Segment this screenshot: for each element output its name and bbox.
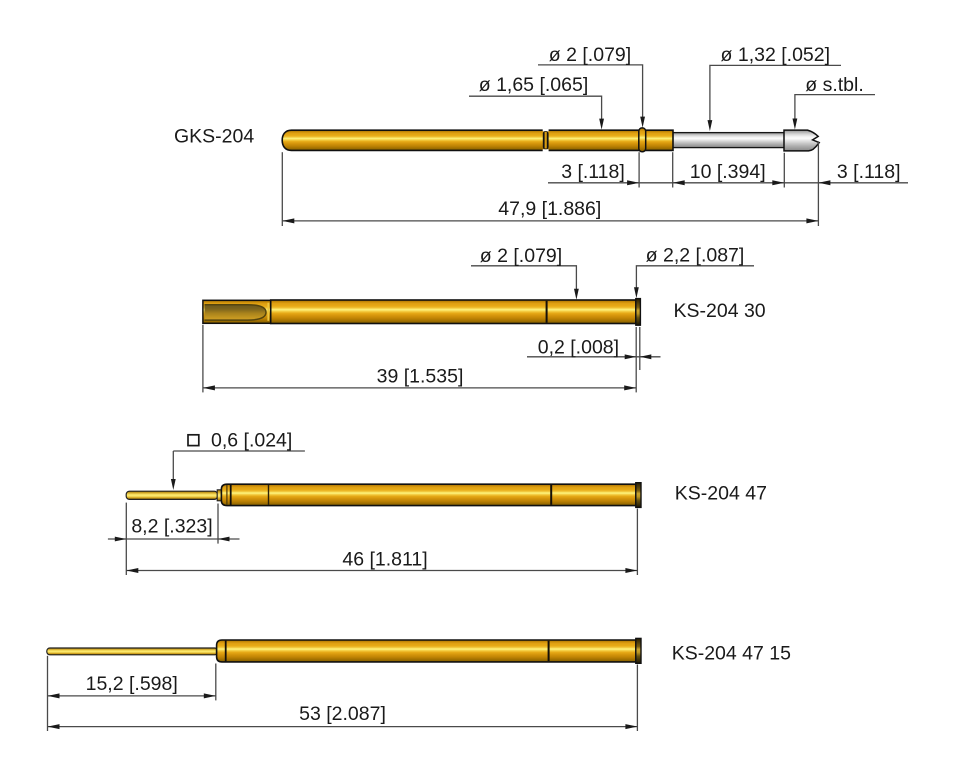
svg-text:GKS-204: GKS-204: [174, 126, 254, 148]
svg-text:47,9 [1.886]: 47,9 [1.886]: [498, 198, 601, 220]
svg-text:0,6 [.024]: 0,6 [.024]: [211, 430, 292, 452]
svg-text:ø s.tbl.: ø s.tbl.: [805, 74, 864, 96]
svg-text:ø 2 [.079]: ø 2 [.079]: [480, 245, 562, 267]
svg-text:3 [.118]: 3 [.118]: [837, 161, 901, 183]
svg-text:46 [1.811]: 46 [1.811]: [342, 549, 427, 571]
svg-text:KS-204 30: KS-204 30: [674, 300, 766, 322]
svg-text:ø 2 [.079]: ø 2 [.079]: [549, 44, 631, 66]
svg-text:KS-204 47 15: KS-204 47 15: [672, 642, 791, 664]
svg-text:ø 2,2 [.087]: ø 2,2 [.087]: [646, 245, 745, 267]
svg-text:0,2 [.008]: 0,2 [.008]: [538, 337, 619, 359]
svg-text:ø 1,65 [.065]: ø 1,65 [.065]: [479, 74, 589, 96]
svg-text:39 [1.535]: 39 [1.535]: [377, 365, 464, 387]
svg-text:53 [2.087]: 53 [2.087]: [299, 703, 386, 725]
svg-text:3 [.118]: 3 [.118]: [561, 161, 625, 183]
svg-text:15,2 [.598]: 15,2 [.598]: [86, 673, 178, 695]
svg-text:10 [.394]: 10 [.394]: [690, 161, 766, 183]
svg-text:ø 1,32 [.052]: ø 1,32 [.052]: [721, 44, 831, 66]
svg-text:KS-204 47: KS-204 47: [675, 483, 767, 505]
svg-text:8,2 [.323]: 8,2 [.323]: [131, 516, 212, 538]
